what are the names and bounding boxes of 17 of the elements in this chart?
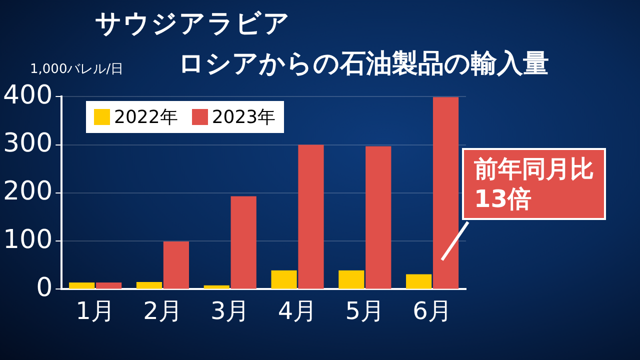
x-tick-label: 5月 bbox=[345, 296, 385, 325]
y-tick-label: 100 bbox=[2, 224, 53, 255]
y-tick-label: 300 bbox=[2, 128, 53, 158]
chart-subtitle: ロシアからの石油製品の輸入量 bbox=[178, 48, 549, 81]
x-tick-label: 6月 bbox=[412, 296, 452, 325]
chart-title: サウジアラビア bbox=[95, 8, 291, 41]
y-tick-label: 400 bbox=[2, 80, 53, 110]
y-tick-label: 0 bbox=[36, 272, 53, 303]
legend-label: 2023年 bbox=[210, 106, 276, 129]
y-tick-label: 200 bbox=[2, 176, 53, 207]
x-tick-label: 1月 bbox=[76, 296, 115, 325]
y-axis-title: 1,000バレル/日 bbox=[30, 61, 124, 78]
text: 前年同月比 13倍 bbox=[462, 148, 606, 220]
x-tick-label: 3月 bbox=[210, 296, 250, 325]
x-tick-label: 2月 bbox=[143, 296, 182, 325]
x-tick-label: 4月 bbox=[278, 296, 318, 325]
legend-label: 2022年 bbox=[113, 106, 178, 129]
